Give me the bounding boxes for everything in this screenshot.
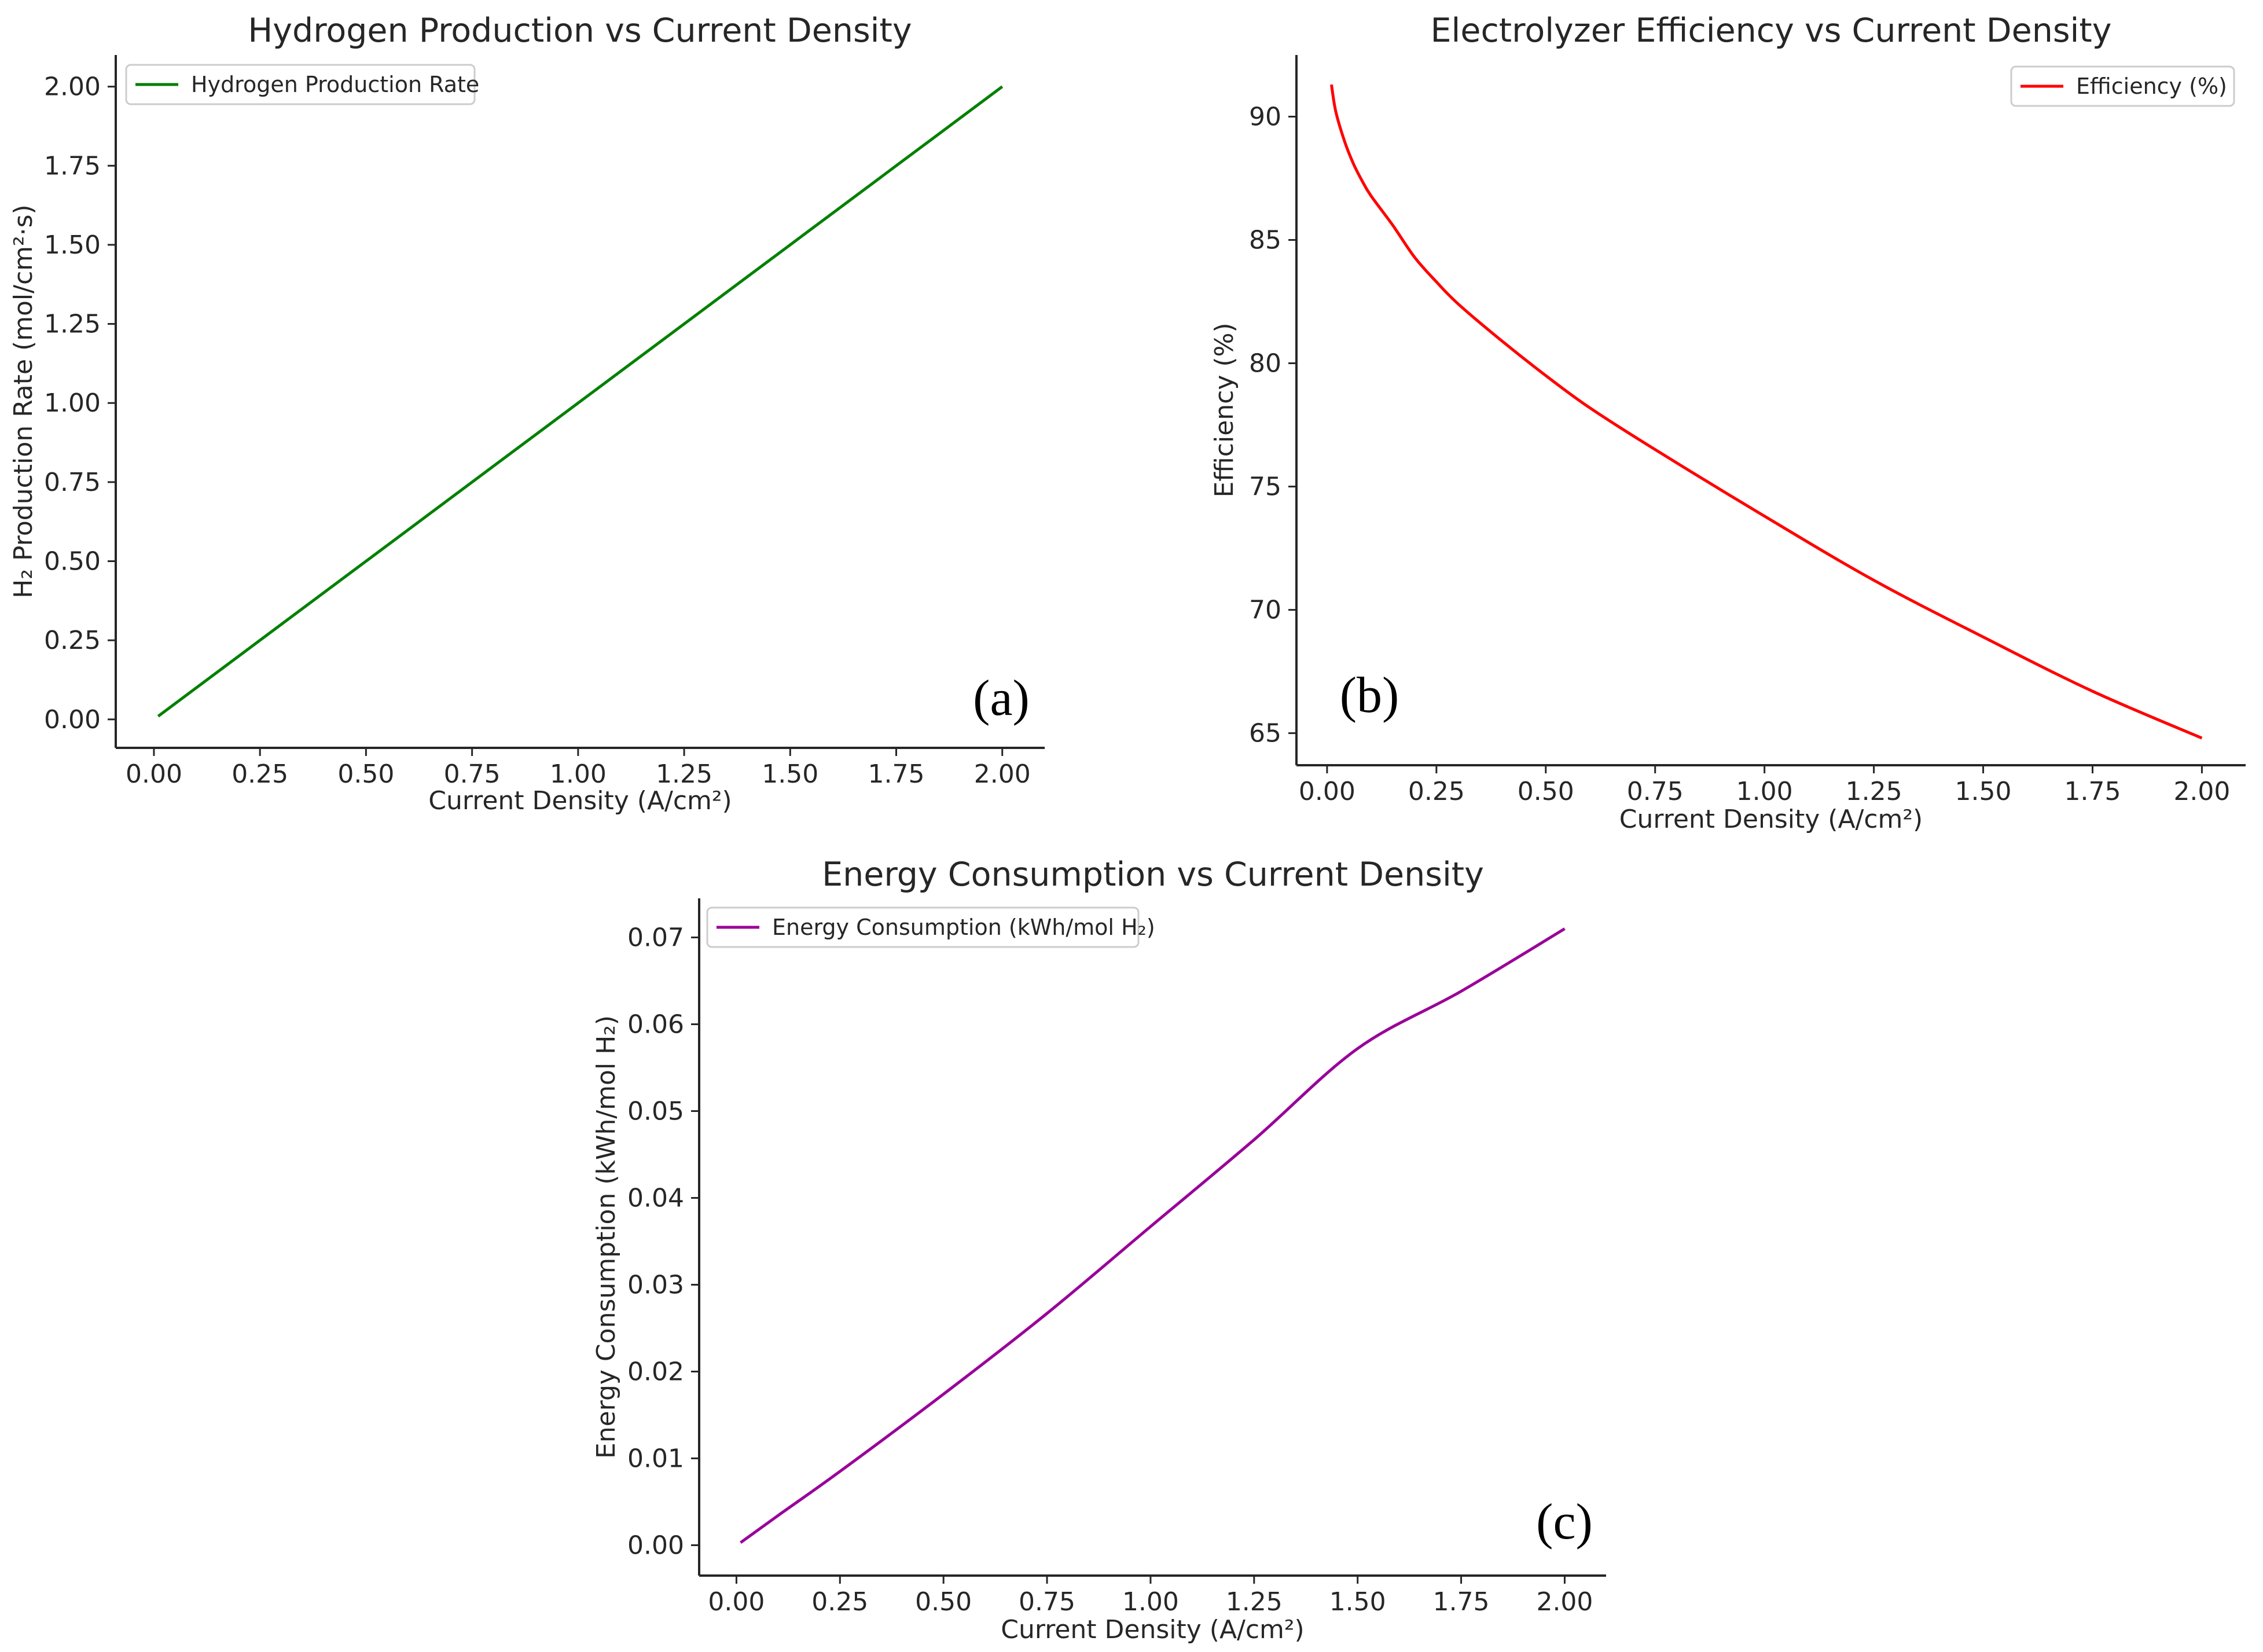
legend-box: [2010, 65, 2235, 107]
panel-label: (c): [1536, 1494, 1593, 1550]
x-tick-label: 1.00: [1122, 1587, 1179, 1617]
y-tick-label: 0.25: [44, 626, 101, 655]
x-tick-label: 0.50: [337, 759, 394, 789]
y-axis-label: Energy Consumption (kWh/mol H₂): [592, 1015, 621, 1459]
y-tick-label: 0.03: [627, 1271, 684, 1300]
y-tick-label: 2.00: [44, 72, 101, 102]
panel-c: Energy Consumption vs Current Density 0.0…: [592, 856, 1606, 1644]
chart-title: Hydrogen Production vs Current Density: [248, 12, 912, 50]
x-tick-label: 1.00: [1736, 777, 1793, 806]
x-tick-label: 2.00: [1536, 1587, 1593, 1617]
y-tick-label: 0.06: [627, 1010, 684, 1040]
y-tick-label: 0.00: [44, 705, 101, 735]
x-tick-label: 1.75: [2064, 777, 2121, 806]
x-tick-label: 0.75: [444, 759, 501, 789]
x-tick-label: 2.00: [974, 759, 1031, 789]
x-tick-label: 0.25: [1408, 777, 1465, 806]
x-tick-label: 0.00: [1299, 777, 1355, 806]
y-tick-label: 65: [1249, 719, 1281, 748]
y-tick-label: 1.25: [44, 310, 101, 339]
x-axis-label: Current Density (A/cm²): [428, 786, 732, 816]
x-tick-label: 2.00: [2173, 777, 2230, 806]
legend-label: Energy Consumption (kWh/mol H₂): [772, 915, 1155, 940]
y-tick-label: 0.50: [44, 547, 101, 577]
x-tick-label: 0.25: [232, 759, 288, 789]
x-tick-label: 0.75: [1019, 1587, 1075, 1617]
series-line-a: [157, 85, 1004, 718]
y-tick-label: 80: [1249, 349, 1281, 379]
y-axis-label: H₂ Production Rate (mol/cm²·s): [9, 204, 38, 598]
y-tick-label: 1.75: [44, 151, 101, 181]
y-tick-label: 75: [1249, 472, 1281, 502]
x-tick-label: 1.00: [550, 759, 607, 789]
panel-b: Electrolyzer Efficiency vs Current Densi…: [1210, 12, 2246, 834]
chart-title: Energy Consumption vs Current Density: [822, 856, 1484, 894]
y-tick-label: 0.01: [627, 1444, 684, 1474]
x-tick-label: 0.50: [915, 1587, 972, 1617]
series-line-c: [740, 927, 1566, 1544]
x-tick-label: 1.75: [868, 759, 925, 789]
legend-label: Efficiency (%): [2076, 74, 2227, 99]
x-tick-label: 1.25: [1226, 1587, 1283, 1617]
legend-box: [125, 64, 476, 105]
x-tick-label: 0.75: [1627, 777, 1684, 806]
y-tick-label: 0.00: [627, 1531, 684, 1561]
y-tick-label: 1.00: [44, 388, 101, 418]
panel-a: Hydrogen Production vs Current Density 0.…: [9, 12, 1045, 816]
panel-label: (a): [973, 670, 1030, 726]
x-tick-label: 0.00: [126, 759, 182, 789]
x-tick-label: 1.50: [762, 759, 818, 789]
series-line-b: [1329, 84, 2203, 740]
x-tick-label: 1.25: [656, 759, 712, 789]
y-axis-label: Efficiency (%): [1210, 322, 1239, 497]
x-tick-label: 0.50: [1518, 777, 1574, 806]
x-tick-label: 0.00: [708, 1587, 765, 1617]
x-axis-label: Current Density (A/cm²): [1001, 1615, 1304, 1644]
panel-label: (b): [1340, 667, 1399, 724]
y-tick-label: 0.04: [627, 1184, 684, 1213]
y-tick-label: 0.05: [627, 1097, 684, 1126]
y-tick-label: 90: [1249, 102, 1281, 132]
x-tick-label: 1.75: [1433, 1587, 1490, 1617]
legend-label: Hydrogen Production Rate: [191, 72, 479, 97]
x-tick-label: 1.50: [1955, 777, 2012, 806]
y-tick-label: 85: [1249, 226, 1281, 255]
y-tick-label: 0.07: [627, 923, 684, 953]
chart-title: Electrolyzer Efficiency vs Current Densi…: [1431, 12, 2112, 50]
y-tick-label: 0.75: [44, 468, 101, 497]
x-tick-label: 0.25: [811, 1587, 868, 1617]
x-tick-label: 1.50: [1329, 1587, 1386, 1617]
y-tick-label: 70: [1249, 596, 1281, 625]
legend-box: [706, 906, 1140, 948]
y-tick-label: 0.02: [627, 1357, 684, 1387]
x-tick-label: 1.25: [1846, 777, 1902, 806]
y-tick-label: 1.50: [44, 230, 101, 260]
x-axis-label: Current Density (A/cm²): [1619, 805, 1923, 834]
